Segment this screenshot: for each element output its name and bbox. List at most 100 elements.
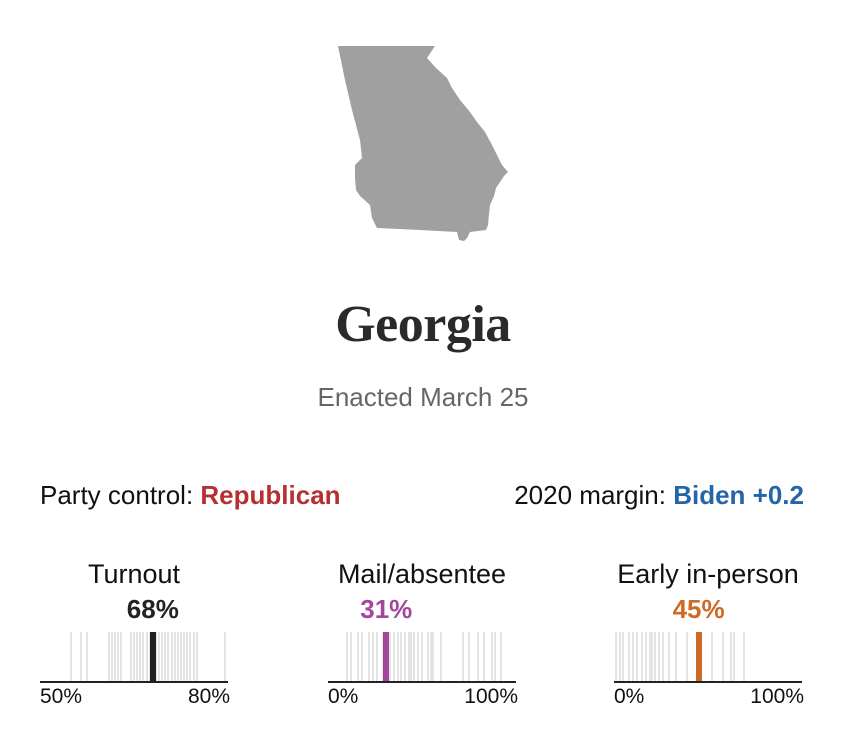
state-bar: [392, 632, 395, 681]
highlight-bar: [383, 632, 390, 681]
state-bar: [129, 632, 132, 681]
state-bar: [360, 632, 363, 681]
state-bar: [86, 632, 88, 681]
axis-max-label: 80%: [187, 685, 230, 708]
margin-label: 2020 margin:: [514, 480, 666, 510]
state-bar: [658, 632, 661, 681]
state-bar: [686, 632, 689, 681]
metric-value: 68%: [126, 594, 179, 624]
axis-min-label: 0%: [328, 685, 359, 708]
axis-min-label: 50%: [40, 685, 83, 708]
state-bar: [107, 632, 110, 681]
highlight-bar: [149, 632, 156, 681]
state-bar: [133, 632, 135, 681]
axis-line: [614, 681, 802, 683]
state-bar: [120, 632, 123, 681]
state-bar: [667, 632, 670, 681]
axis-line: [328, 681, 516, 683]
state-bar: [189, 632, 192, 681]
state-bar: [176, 632, 179, 681]
state-bar: [641, 632, 644, 681]
state-bar: [661, 632, 664, 681]
state-bar: [426, 632, 429, 681]
metric-value: 31%: [360, 594, 413, 624]
state-bar: [167, 632, 170, 681]
state-bar: [192, 632, 195, 681]
state-bar: [648, 632, 651, 681]
axis-min-label: 0%: [614, 685, 645, 708]
state-bar: [139, 632, 142, 681]
state-bar: [409, 632, 412, 681]
georgia-map-icon: [338, 46, 508, 241]
state-bar: [644, 632, 647, 681]
state-bar: [173, 632, 176, 681]
state-bar: [372, 632, 375, 681]
election-margin: 2020 margin: Biden +0.2: [514, 478, 804, 512]
state-bar: [164, 632, 167, 681]
state-bar: [654, 632, 657, 681]
state-bar: [631, 632, 634, 681]
state-bar: [79, 632, 82, 681]
state-bar: [742, 632, 745, 681]
state-bar: [407, 632, 410, 681]
axis-max-label: 100%: [750, 685, 804, 708]
state-bar: [400, 632, 403, 681]
state-bar: [368, 632, 371, 681]
state-bar: [432, 632, 435, 681]
state-bar: [186, 632, 189, 681]
state-bar: [111, 632, 114, 681]
state-bar: [223, 632, 226, 681]
state-bar: [148, 632, 151, 681]
state-bar: [430, 632, 433, 681]
axis-max-label: 100%: [464, 685, 518, 708]
state-bar: [499, 632, 502, 681]
highlight-bar: [695, 632, 702, 681]
state-bar: [357, 632, 360, 681]
state-bar: [136, 632, 139, 681]
state-bar: [618, 632, 621, 681]
state-bar: [349, 632, 352, 681]
state-bar: [490, 632, 493, 681]
state-title: Georgia: [335, 296, 511, 353]
state-bar: [729, 632, 732, 681]
state-bar: [381, 632, 384, 681]
state-bar: [483, 632, 486, 681]
state-bar: [494, 632, 497, 681]
state-bar: [675, 632, 678, 681]
state-bar: [417, 632, 420, 681]
axis-line: [40, 681, 228, 683]
enacted-date: Enacted March 25: [317, 382, 529, 412]
state-bar: [404, 632, 407, 681]
state-bar: [375, 632, 378, 681]
state-bar: [650, 632, 653, 681]
state-bar: [421, 632, 423, 681]
state-bar: [468, 632, 470, 681]
state-bar: [345, 632, 348, 681]
state-bar: [622, 632, 625, 681]
party-control: Party control: Republican: [40, 478, 341, 512]
state-bar: [114, 632, 117, 681]
state-bar: [180, 632, 182, 681]
metric-label: Early in-person: [617, 559, 799, 589]
state-bar: [477, 632, 480, 681]
strip-chart: [614, 632, 802, 682]
state-bar: [142, 632, 145, 681]
state-bar: [614, 632, 617, 681]
state-bar: [628, 632, 631, 681]
strip-chart: [328, 632, 516, 682]
strip-chart: [40, 632, 228, 682]
state-bar: [70, 632, 73, 681]
state-bar: [462, 632, 465, 681]
party-control-label: Party control:: [40, 480, 194, 510]
metric-label: Turnout: [87, 559, 181, 589]
state-bar: [158, 632, 161, 681]
state-bar: [195, 632, 198, 681]
state-bar: [154, 632, 157, 681]
state-bar: [413, 632, 416, 681]
state-bar: [396, 632, 399, 681]
state-bar: [722, 632, 725, 681]
metric-label: Mail/absentee: [337, 559, 507, 589]
state-bar: [710, 632, 713, 681]
state-bar: [439, 632, 442, 681]
state-bar: [635, 632, 638, 681]
